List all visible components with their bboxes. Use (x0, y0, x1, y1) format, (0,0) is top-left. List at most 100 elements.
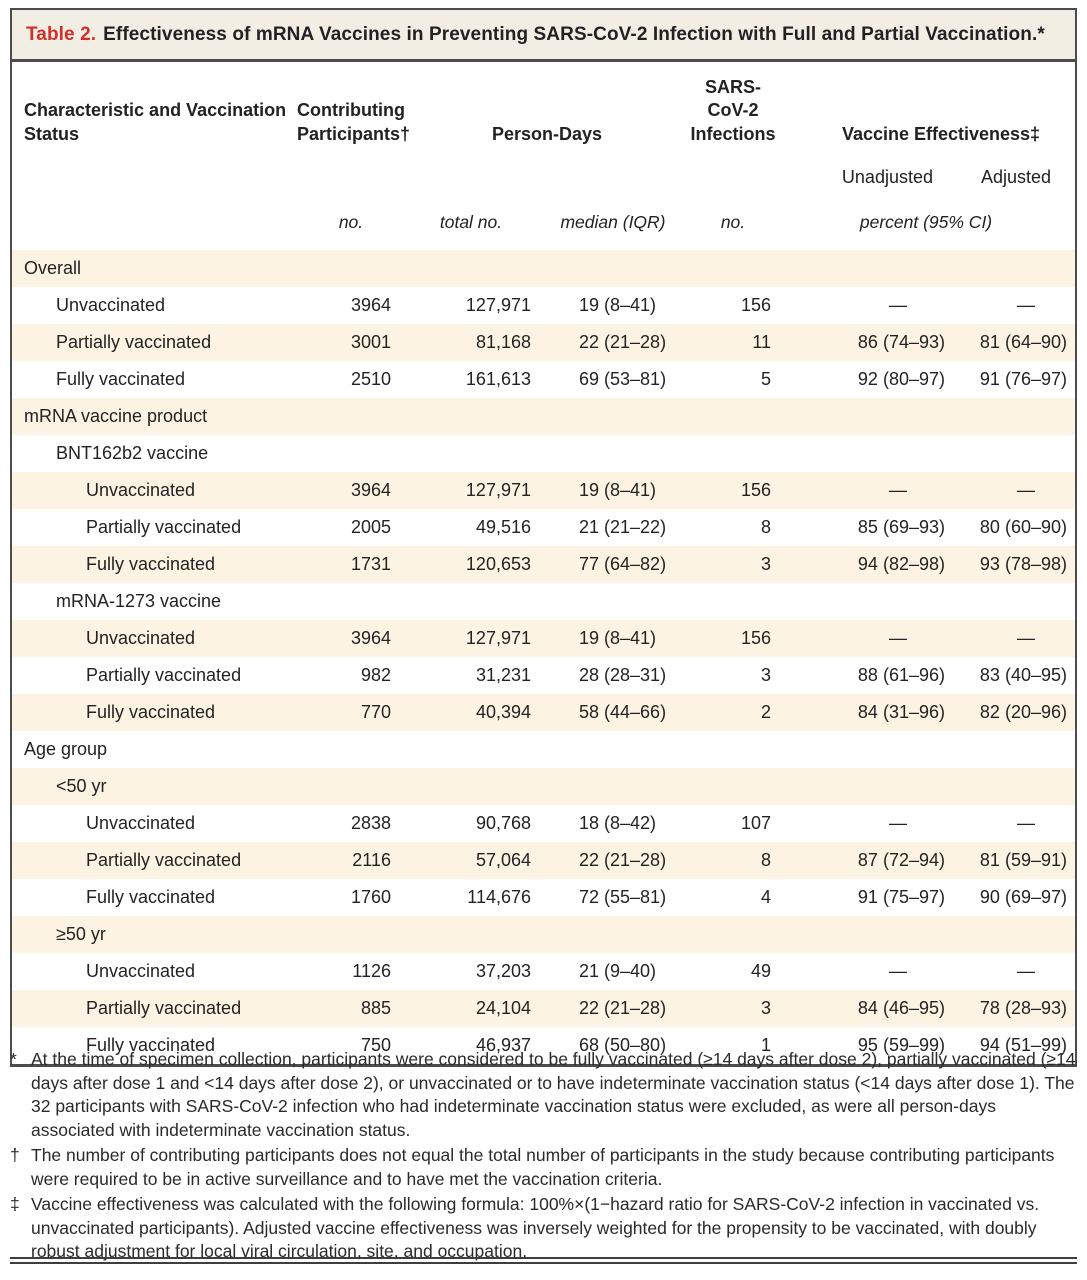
table-row: Fully vaccinated 750 46,937 68 (50–80) 1 95 (… (12, 1027, 1075, 1064)
ve-adjusted-cell: — (1017, 628, 1035, 649)
row-label-cell: Fully vaccinated (86, 1035, 216, 1056)
infections-cell: 11 (752, 332, 771, 353)
infections-cell (689, 398, 777, 435)
table-row: ≥50 yr (12, 916, 1075, 954)
table-row: Unvaccinated 2838 90,768 18 (8–42) 107 — — (12, 805, 1075, 842)
row-label-cell: mRNA vaccine product (24, 406, 208, 427)
row-label-cell: Overall (24, 258, 82, 279)
person-days-total-cell: 114,676 (467, 887, 531, 908)
infections-cell (689, 435, 777, 472)
person-days-median-cell (537, 583, 689, 620)
ve-unadjusted-cell (777, 916, 947, 953)
infections-cell: 2 (760, 702, 771, 723)
participants-cell: 2838 (350, 813, 391, 834)
col-header-infections: SARS-CoV-2 Infections (689, 62, 777, 147)
table-row: BNT162b2 vaccine (12, 435, 1075, 472)
row-label-cell: ≥50 yr (56, 924, 106, 945)
ve-unadjusted-cell: — (889, 628, 907, 649)
table-row: Partially vaccinated 3001 81,168 22 (21–28)… (12, 324, 1075, 362)
ve-unadjusted-cell: 92 (80–97) (857, 369, 945, 390)
infections-cell (689, 731, 777, 768)
ve-adjusted-cell (947, 398, 1075, 435)
ve-adjusted-cell: 81 (59–91) (979, 850, 1067, 871)
unit-person-days-total: total no. (405, 189, 537, 251)
ve-unadjusted-cell: — (889, 295, 907, 316)
ve-adjusted-cell: 83 (40–95) (979, 665, 1067, 686)
person-days-median-cell: 72 (55–81) (579, 887, 667, 908)
participants-cell: 3001 (350, 332, 391, 353)
participants-cell: 885 (360, 998, 391, 1019)
header-row-units: no. total no. median (IQR) no. percent (… (12, 189, 1075, 251)
person-days-median-cell: 58 (44–66) (579, 702, 667, 723)
person-days-median-cell: 18 (8–42) (579, 813, 657, 834)
infections-cell: 156 (740, 295, 771, 316)
person-days-total-cell: 120,653 (465, 554, 531, 575)
footnotes: * At the time of specimen collection, par… (10, 1046, 1080, 1264)
ve-adjusted-cell: 78 (28–93) (979, 998, 1067, 1019)
ve-adjusted-cell (947, 768, 1075, 805)
ve-unadjusted-cell (777, 250, 947, 287)
row-label-cell: <50 yr (56, 776, 107, 797)
infections-cell: 49 (750, 961, 771, 982)
ve-adjusted-cell: 80 (60–90) (979, 517, 1067, 538)
person-days-median-cell: 22 (21–28) (579, 998, 667, 1019)
person-days-total-cell (405, 583, 537, 620)
person-days-total-cell (405, 250, 537, 287)
participants-cell: 750 (360, 1035, 391, 1056)
row-label-cell: Unvaccinated (86, 961, 196, 982)
table-row: Fully vaccinated 770 40,394 58 (44–66) 2 84 (… (12, 694, 1075, 732)
col-header-adjusted: Adjusted (947, 146, 1075, 190)
participants-cell: 1731 (350, 554, 391, 575)
person-days-median-cell: 68 (50–80) (579, 1035, 667, 1056)
col-header-participants: Contributing Participants† (297, 62, 410, 147)
header-row-sub: Unadjusted Adjusted (12, 146, 1075, 190)
ve-unadjusted-cell: 88 (61–96) (857, 665, 945, 686)
header-row-main: Characteristic and Vaccination Status Co… (12, 62, 1075, 147)
row-label-cell: Fully vaccinated (56, 369, 186, 390)
footnote-marker: † (10, 1145, 20, 1165)
table-row: Age group (12, 731, 1075, 768)
infections-cell: 1 (760, 1035, 771, 1056)
ve-unadjusted-cell: 94 (82–98) (857, 554, 945, 575)
person-days-median-cell: 22 (21–28) (579, 332, 667, 353)
row-label-cell: Unvaccinated (86, 813, 196, 834)
person-days-total-cell: 161,613 (465, 369, 531, 390)
row-label-cell: Fully vaccinated (86, 702, 216, 723)
person-days-median-cell (537, 398, 689, 435)
person-days-total-cell (405, 398, 537, 435)
row-label-cell: mRNA-1273 vaccine (56, 591, 222, 612)
participants-cell: 2005 (350, 517, 391, 538)
ve-adjusted-cell (947, 916, 1075, 953)
col-header-person-days: Person-Days (405, 62, 689, 147)
infections-cell: 4 (760, 887, 771, 908)
footnote-marker: ‡ (10, 1194, 20, 1214)
person-days-total-cell: 90,768 (475, 813, 531, 834)
person-days-total-cell (405, 435, 537, 472)
unit-person-days-median: median (IQR) (537, 189, 689, 251)
person-days-total-cell: 81,168 (475, 332, 531, 353)
ve-unadjusted-cell (777, 583, 947, 620)
table-row: Fully vaccinated 2510 161,613 69 (53–81) 5 92… (12, 361, 1075, 398)
table-row: mRNA vaccine product (12, 398, 1075, 436)
ve-unadjusted-cell: 84 (31–96) (857, 702, 945, 723)
person-days-median-cell: 69 (53–81) (579, 369, 667, 390)
table-row: Overall (12, 250, 1075, 288)
participants-cell: 1760 (350, 887, 391, 908)
participants-cell: 1126 (352, 961, 391, 982)
person-days-median-cell: 19 (8–41) (579, 295, 657, 316)
participants-cell (297, 398, 405, 435)
ve-unadjusted-cell: 86 (74–93) (857, 332, 945, 353)
ve-adjusted-cell (947, 250, 1075, 287)
infections-cell: 107 (740, 813, 771, 834)
infections-cell (689, 768, 777, 805)
infections-cell: 3 (760, 665, 771, 686)
row-label-cell: Age group (24, 739, 108, 760)
table-row: Fully vaccinated 1760 114,676 72 (55–81) 4 91… (12, 879, 1075, 916)
person-days-median-cell: 21 (9–40) (579, 961, 657, 982)
ve-unadjusted-cell: 84 (46–95) (857, 998, 945, 1019)
person-days-median-cell: 28 (28–31) (579, 665, 667, 686)
footnote: † The number of contributing participants… (10, 1144, 1080, 1191)
table-header: Characteristic and Vaccination Status Co… (12, 62, 1075, 251)
table-row: Partially vaccinated 982 31,231 28 (28–31) 3… (12, 657, 1075, 694)
